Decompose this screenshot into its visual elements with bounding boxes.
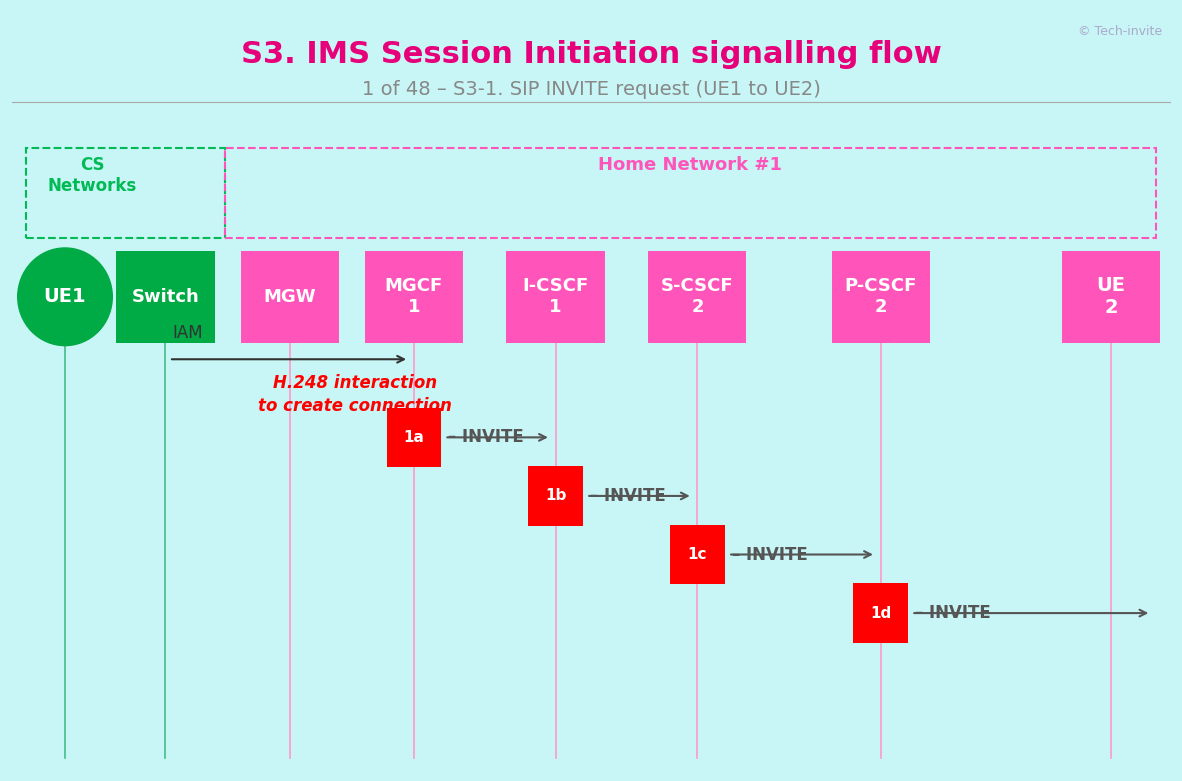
FancyBboxPatch shape: [116, 251, 215, 343]
Text: S-CSCF
2: S-CSCF 2: [661, 277, 734, 316]
Text: UE1: UE1: [44, 287, 86, 306]
Text: – INVITE: – INVITE: [915, 604, 991, 622]
Text: CS
Networks: CS Networks: [47, 156, 137, 195]
Text: Switch: Switch: [131, 287, 200, 306]
Text: S3. IMS Session Initiation signalling flow: S3. IMS Session Initiation signalling fl…: [241, 40, 941, 70]
Text: P-CSCF
2: P-CSCF 2: [844, 277, 917, 316]
Text: 1d: 1d: [870, 605, 891, 621]
FancyBboxPatch shape: [241, 251, 338, 343]
Text: – INVITE: – INVITE: [590, 487, 665, 505]
FancyBboxPatch shape: [670, 525, 725, 584]
FancyBboxPatch shape: [506, 251, 604, 343]
Text: 1a: 1a: [403, 430, 424, 445]
Text: 1b: 1b: [545, 488, 566, 504]
Ellipse shape: [18, 248, 112, 345]
Text: – INVITE: – INVITE: [732, 545, 807, 564]
Text: IAM: IAM: [173, 324, 203, 342]
FancyBboxPatch shape: [1061, 251, 1160, 343]
Text: Home Network #1: Home Network #1: [598, 156, 782, 174]
FancyBboxPatch shape: [364, 251, 462, 343]
FancyBboxPatch shape: [853, 583, 908, 643]
FancyBboxPatch shape: [648, 251, 747, 343]
Text: H.248 interaction
to create connection: H.248 interaction to create connection: [258, 373, 452, 415]
FancyBboxPatch shape: [832, 251, 929, 343]
Text: MGCF
1: MGCF 1: [384, 277, 443, 316]
Text: 1c: 1c: [688, 547, 707, 562]
Text: MGW: MGW: [264, 287, 316, 306]
Text: 1 of 48 – S3-1. SIP INVITE request (UE1 to UE2): 1 of 48 – S3-1. SIP INVITE request (UE1 …: [362, 80, 820, 99]
FancyBboxPatch shape: [387, 408, 441, 467]
Text: – INVITE: – INVITE: [448, 428, 524, 447]
Text: © Tech-invite: © Tech-invite: [1078, 25, 1162, 37]
Text: UE
2: UE 2: [1097, 276, 1125, 317]
FancyBboxPatch shape: [528, 466, 583, 526]
Text: I-CSCF
1: I-CSCF 1: [522, 277, 589, 316]
